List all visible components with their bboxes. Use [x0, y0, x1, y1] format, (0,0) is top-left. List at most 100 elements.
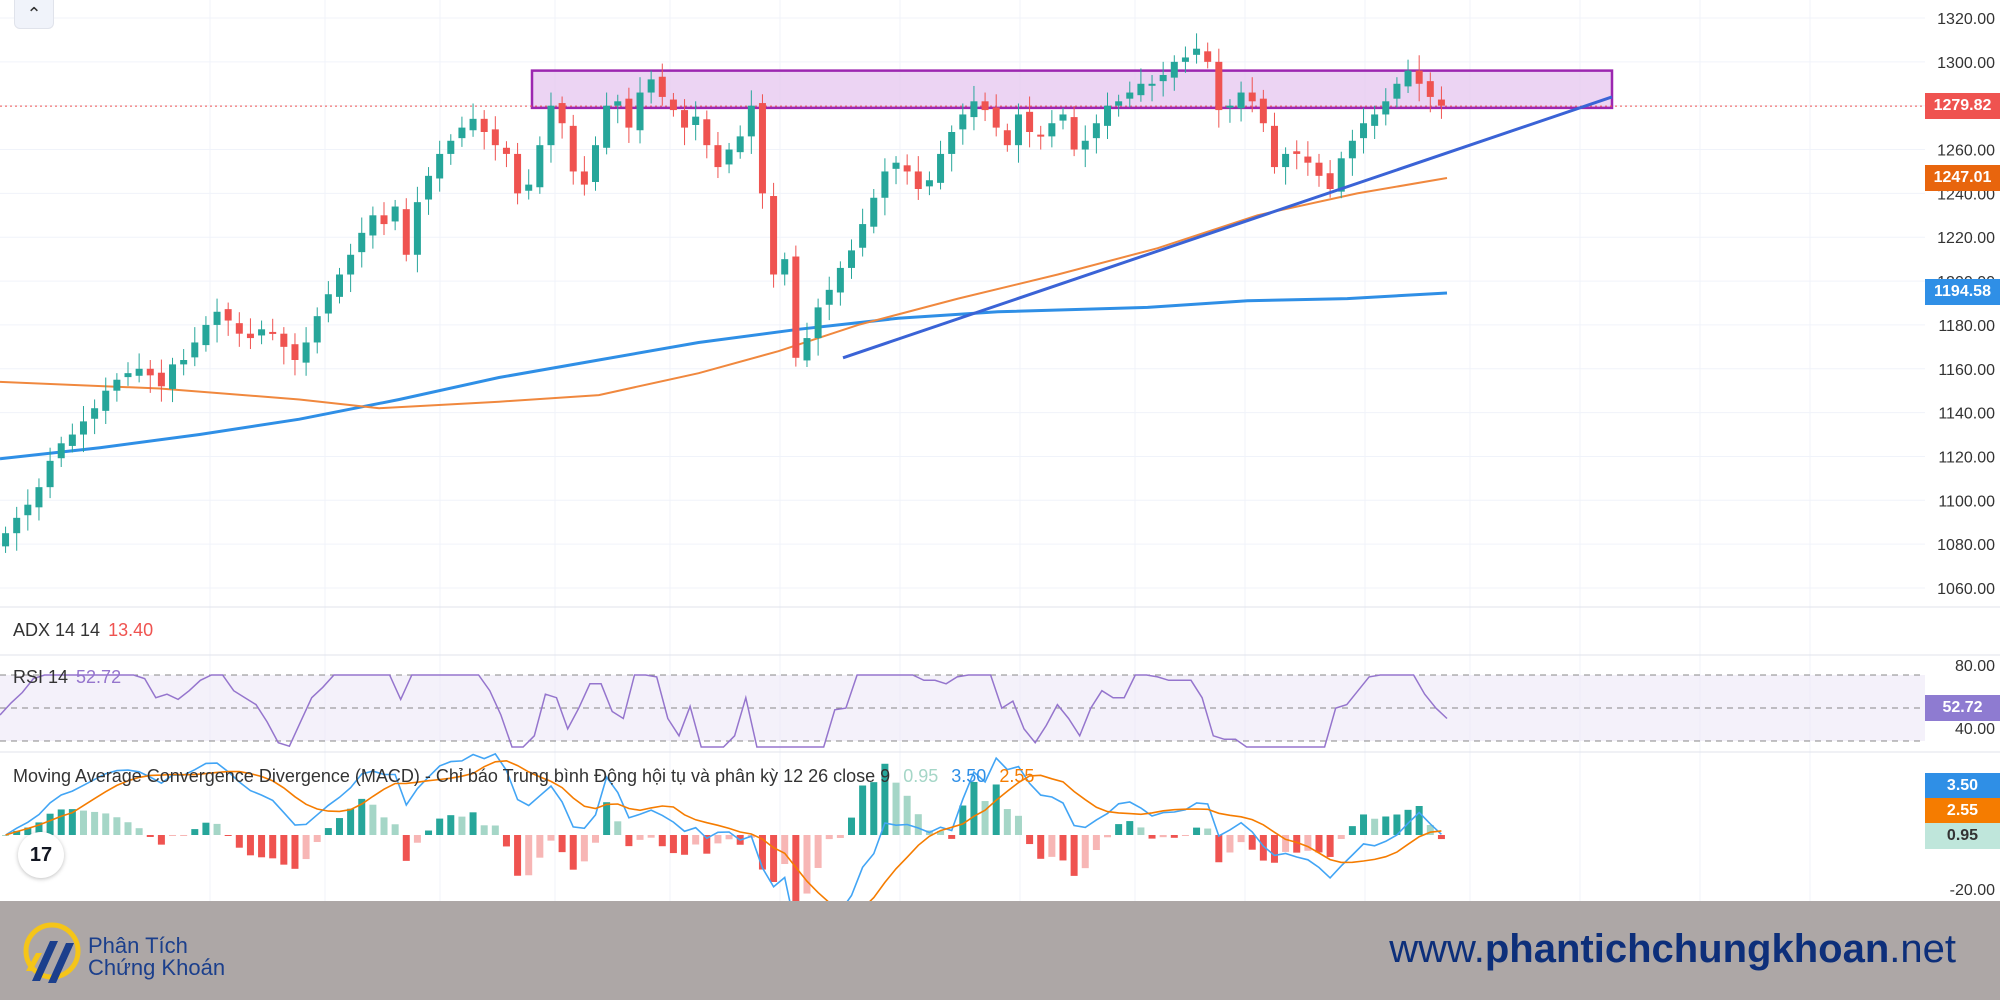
- candle-body: [68, 434, 76, 446]
- macd-histogram-bar: [35, 822, 43, 835]
- candle-body: [547, 105, 555, 146]
- macd-histogram-bar: [692, 835, 700, 845]
- macd-histogram-bar: [1081, 835, 1089, 869]
- candle-body: [1404, 70, 1412, 87]
- candle-body: [480, 118, 488, 132]
- candle-body: [903, 165, 911, 172]
- macd-histogram-bar: [113, 817, 121, 835]
- macd-histogram-bar: [246, 835, 254, 856]
- macd-histogram-bar: [458, 816, 466, 835]
- candle-body: [135, 368, 143, 376]
- candle-body: [224, 309, 232, 321]
- candle-body: [425, 175, 433, 200]
- candle-body: [1137, 83, 1145, 96]
- macd-histogram-bar: [803, 835, 811, 894]
- macd-histogram-bar: [480, 825, 488, 835]
- candle-body: [1204, 51, 1212, 62]
- ma-blue-tag: 1194.58: [1925, 279, 2000, 305]
- ma-orange-tag: 1247.01: [1925, 165, 2000, 191]
- candle-body: [369, 215, 377, 236]
- macd-histogram-bar: [1092, 835, 1100, 851]
- candle-body: [1026, 111, 1034, 132]
- candle-body: [1293, 151, 1301, 154]
- rsi-tick-label: 80.00: [1955, 658, 1995, 675]
- macd-histogram-bar: [347, 808, 355, 835]
- candle-body: [313, 316, 321, 343]
- candle-body: [2, 533, 10, 547]
- collapse-button[interactable]: ⌃: [14, 0, 54, 29]
- brand-name-line2: Chứng Khoán: [88, 955, 226, 980]
- macd-histogram-bar: [1126, 821, 1134, 835]
- candle-body: [402, 209, 410, 255]
- candle-body: [525, 184, 533, 191]
- candle-body: [1348, 140, 1356, 159]
- macd-name: Moving Average Convergence Divergence (M…: [13, 766, 891, 786]
- candle-body: [1393, 83, 1401, 99]
- macd-histogram-bar: [1159, 835, 1167, 838]
- macd-histogram-bar: [870, 782, 878, 835]
- candle-body: [358, 232, 366, 253]
- candle-body: [669, 99, 677, 111]
- resistance-zone: [530, 69, 1614, 110]
- candle-body: [1215, 61, 1223, 111]
- macd-histogram-bar: [714, 835, 722, 844]
- price-tick-label: 1140.00: [1938, 406, 1995, 423]
- macd-histogram-bar: [591, 835, 599, 843]
- macd-histogram-bar: [514, 835, 522, 876]
- macd-histogram-bar: [469, 812, 477, 835]
- macd-histogram-bar: [1014, 815, 1022, 835]
- macd-histogram-bar: [102, 813, 110, 835]
- website-link[interactable]: www.phantichchungkhoan.net: [1389, 927, 1956, 972]
- candle-body: [291, 344, 299, 360]
- macd-histogram-bar: [770, 835, 778, 882]
- macd-histogram-bar: [491, 825, 499, 835]
- macd-histogram-bar: [1215, 835, 1223, 863]
- ma-orange-line: [0, 177, 1448, 410]
- candle-body: [892, 162, 900, 169]
- candle-body: [792, 256, 800, 358]
- macd-histogram-bar: [881, 763, 889, 835]
- macd-histogram-bar: [57, 809, 65, 835]
- macd-hist-value: 0.95: [903, 766, 939, 786]
- candle-body: [1092, 123, 1100, 139]
- candle-body: [591, 145, 599, 182]
- macd-histogram-bar: [1304, 835, 1312, 851]
- candle-body: [502, 147, 510, 154]
- macd-histogram-bar: [892, 782, 900, 835]
- candle-body: [692, 116, 700, 125]
- macd-histogram-bar: [146, 835, 154, 837]
- candle-body: [413, 202, 421, 255]
- candle-body: [1014, 114, 1022, 146]
- candle-body: [191, 342, 199, 358]
- candle-body: [925, 180, 933, 187]
- candle-body: [269, 331, 277, 334]
- price-tick-label: 1160.00: [1938, 362, 1995, 379]
- macd-histogram-bar: [2, 835, 10, 836]
- rsi-name: RSI 14: [13, 667, 69, 687]
- macd-histogram-bar: [425, 830, 433, 835]
- macd-histogram-bar: [135, 828, 143, 835]
- macd-histogram-bar: [1371, 818, 1379, 835]
- macd-histogram-bar: [1259, 835, 1267, 861]
- candle-body: [491, 129, 499, 146]
- candle-body: [1126, 92, 1134, 99]
- candle-body: [180, 360, 188, 365]
- footer-banner: Phân Tích Chứng Khoán www.phantichchungk…: [0, 901, 2000, 1000]
- macd-histogram-bar: [391, 824, 399, 835]
- tradingview-logo[interactable]: 17: [18, 832, 64, 878]
- macd-histogram-bar: [157, 835, 165, 845]
- brand-logo: Phân Tích Chứng Khoán: [22, 921, 282, 991]
- candle-body: [302, 342, 310, 363]
- candle-body: [1148, 83, 1156, 86]
- candle-body: [758, 103, 766, 194]
- candle-body: [1304, 156, 1312, 163]
- macd-histogram-bar: [1059, 835, 1067, 861]
- hist-tag: 0.95: [1925, 823, 2000, 849]
- macd-tick-label: -20.00: [1950, 882, 1995, 899]
- macd-histogram-bar: [948, 835, 956, 839]
- candle-body: [514, 153, 522, 194]
- macd-tag: 3.50: [1925, 773, 2000, 799]
- macd-histogram-bar: [636, 835, 644, 840]
- candle-body: [246, 333, 254, 339]
- candle-body: [703, 119, 711, 146]
